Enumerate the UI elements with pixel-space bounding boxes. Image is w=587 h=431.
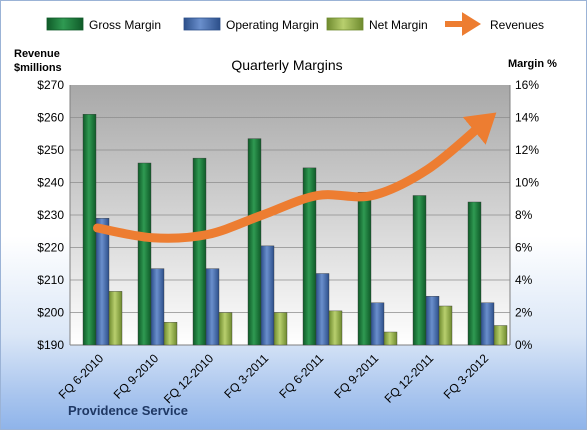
x-tick-label-fq-3-2011: FQ 3-2011 — [221, 351, 271, 401]
bar-net-margin-fq-6-2010 — [109, 291, 122, 345]
x-tick-label-fq-9-2011: FQ 9-2011 — [331, 351, 381, 401]
legend-swatch-operating-margin — [184, 18, 220, 30]
right-tick-label: 4% — [515, 273, 533, 287]
right-tick-label: 0% — [515, 338, 533, 352]
right-axis-ticks: 0% 2% 4% 6% 8% 10% 12% 14% 16% — [515, 78, 539, 352]
right-tick-label: 14% — [515, 111, 539, 125]
footer-label: Providence Service — [68, 403, 188, 418]
legend-swatch-gross-margin — [47, 18, 83, 30]
left-tick-label: $230 — [37, 208, 64, 222]
bar-operating-margin-fq-6-2010 — [96, 218, 109, 345]
legend-label-revenues: Revenues — [490, 18, 544, 32]
right-tick-label: 12% — [515, 143, 539, 157]
legend-label-operating-margin: Operating Margin — [226, 18, 319, 32]
x-tick-label-fq-9-2010: FQ 9-2010 — [111, 351, 162, 402]
x-tick-label-fq-6-2010: FQ 6-2010 — [56, 351, 107, 402]
right-tick-label: 6% — [515, 241, 533, 255]
bar-net-margin-fq-3-2012 — [494, 326, 507, 346]
legend: Gross Margin Operating Margin Net Margin… — [47, 18, 544, 32]
legend-swatch-net-margin — [327, 18, 363, 30]
left-tick-label: $220 — [37, 241, 64, 255]
left-tick-label: $260 — [37, 111, 64, 125]
bar-operating-margin-fq-12-2010 — [206, 269, 219, 345]
left-tick-label: $190 — [37, 338, 64, 352]
bar-gross-margin-fq-9-2010 — [138, 163, 151, 345]
x-tick-label-fq-12-2011: FQ 12-2011 — [382, 351, 437, 406]
bar-net-margin-fq-12-2011 — [439, 306, 452, 345]
left-axis-ticks: $190 $200 $210 $220 $230 $240 $250 $260 $270 — [37, 78, 64, 352]
bar-operating-margin-fq-12-2011 — [426, 296, 439, 345]
bar-operating-margin-fq-9-2011 — [371, 303, 384, 345]
bar-gross-margin-fq-9-2011 — [358, 192, 371, 345]
bar-net-margin-fq-3-2011 — [274, 313, 287, 346]
chart-title: Quarterly Margins — [231, 57, 342, 73]
left-tick-label: $200 — [37, 306, 64, 320]
right-tick-label: 2% — [515, 306, 533, 320]
left-tick-label: $210 — [37, 273, 64, 287]
left-tick-label: $270 — [37, 78, 64, 92]
right-tick-label: 16% — [515, 78, 539, 92]
left-axis-title-line2: $millions — [14, 62, 62, 74]
right-tick-label: 8% — [515, 208, 533, 222]
x-tick-label-fq-3-2012: FQ 3-2012 — [441, 351, 492, 402]
left-axis-title-line1: Revenue — [14, 48, 60, 60]
bar-net-margin-fq-6-2011 — [329, 311, 342, 345]
bar-net-margin-fq-9-2011 — [384, 332, 397, 345]
x-tick-label-fq-12-2010: FQ 12-2010 — [161, 351, 216, 406]
bar-operating-margin-fq-3-2011 — [261, 246, 274, 345]
bar-gross-margin-fq-3-2011 — [248, 139, 261, 345]
bar-net-margin-fq-9-2010 — [164, 322, 177, 345]
bar-gross-margin-fq-12-2011 — [413, 196, 426, 346]
left-tick-label: $250 — [37, 143, 64, 157]
legend-label-gross-margin: Gross Margin — [89, 18, 161, 32]
bar-gross-margin-fq-12-2010 — [193, 158, 206, 345]
bar-net-margin-fq-12-2010 — [219, 313, 232, 346]
bar-operating-margin-fq-9-2010 — [151, 269, 164, 345]
bar-gross-margin-fq-3-2012 — [468, 202, 481, 345]
right-axis-title: Margin % — [508, 58, 557, 70]
bar-operating-margin-fq-3-2012 — [481, 303, 494, 345]
x-tick-label-fq-6-2011: FQ 6-2011 — [276, 351, 326, 401]
bar-operating-margin-fq-6-2011 — [316, 274, 329, 346]
left-tick-label: $240 — [37, 176, 64, 190]
right-tick-label: 10% — [515, 176, 539, 190]
legend-label-net-margin: Net Margin — [369, 18, 428, 32]
